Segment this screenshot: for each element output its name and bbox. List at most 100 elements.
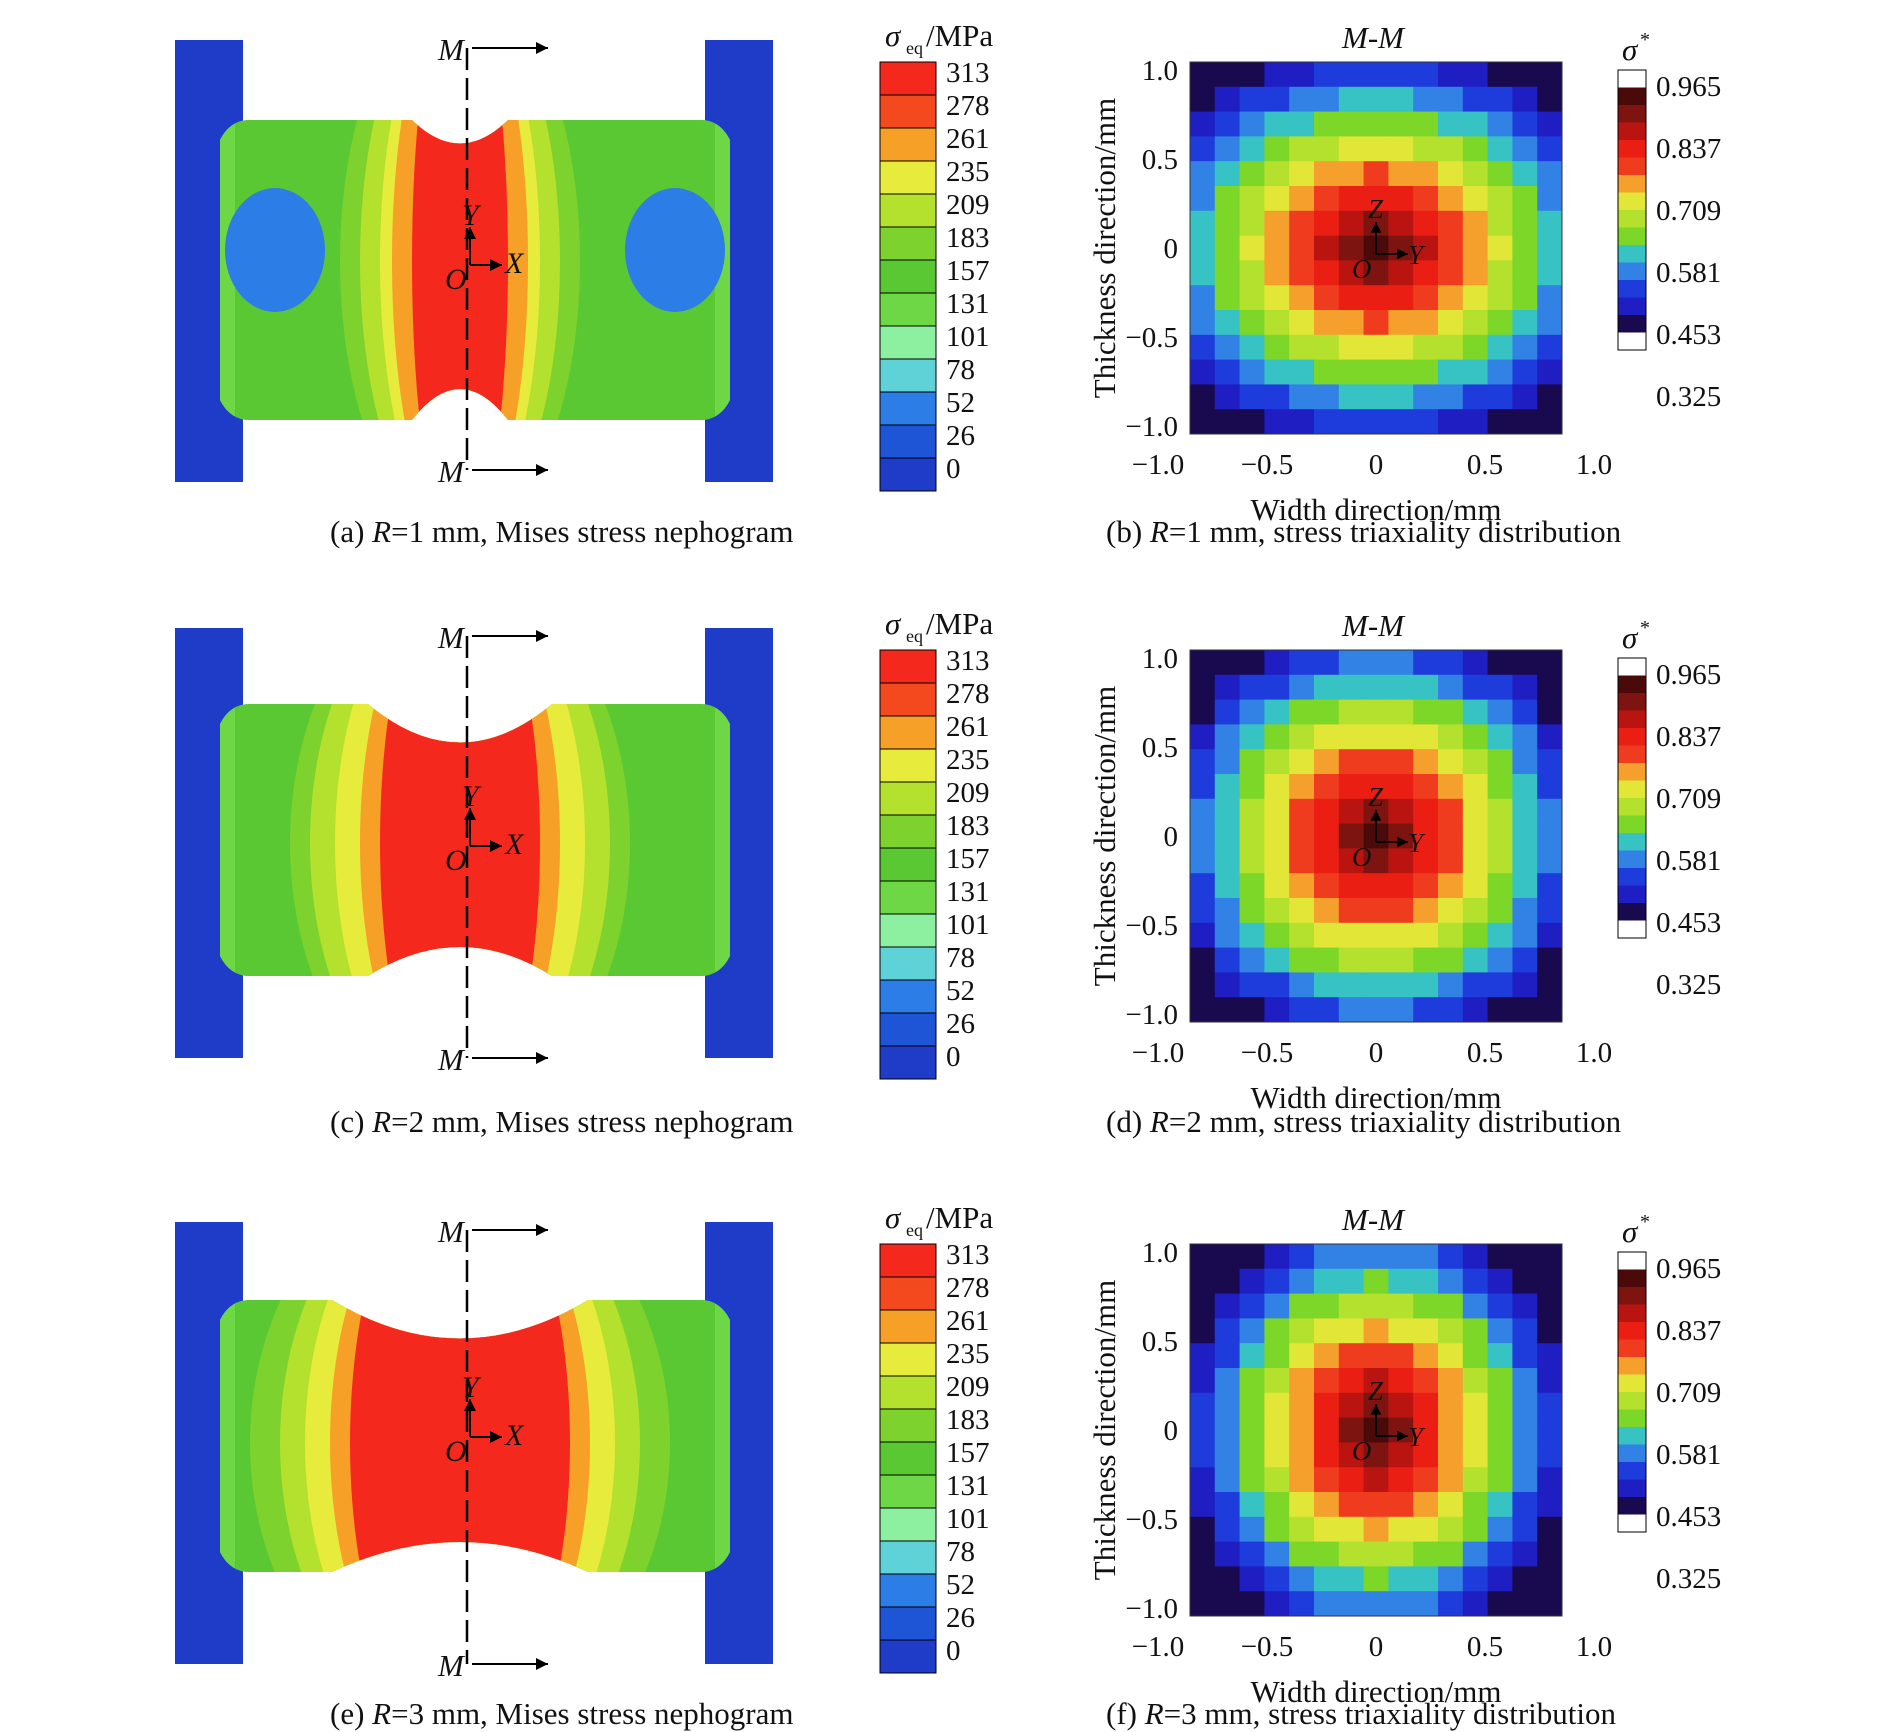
heatmap-cell bbox=[1363, 384, 1389, 410]
stress-legend-swatch bbox=[879, 61, 937, 96]
heatmap-cell bbox=[1190, 235, 1216, 261]
heatmap-cell bbox=[1462, 972, 1489, 998]
heatmap-cell bbox=[1388, 111, 1414, 137]
triax-legend-swatch bbox=[1618, 70, 1646, 88]
stress-legend-swatch bbox=[879, 946, 937, 981]
y-tick-label: 0.5 bbox=[1142, 732, 1178, 764]
z-axis-label: Z bbox=[1368, 194, 1384, 224]
heatmap-cell bbox=[1388, 1591, 1414, 1617]
heatmap-cell bbox=[1413, 1268, 1439, 1295]
heatmap-cell bbox=[1537, 1244, 1563, 1270]
heatmap-cell bbox=[1512, 136, 1538, 162]
heatmap-cell bbox=[1487, 1541, 1513, 1567]
heatmap-cell bbox=[1462, 285, 1489, 311]
heatmap-cell bbox=[1214, 111, 1241, 137]
heatmap-cell bbox=[1462, 359, 1489, 385]
heatmap-cell bbox=[1438, 235, 1464, 261]
heatmap-cell bbox=[1388, 1392, 1414, 1419]
heatmap-cell bbox=[1537, 922, 1563, 949]
triax-legend-swatch bbox=[1618, 780, 1646, 798]
heatmap-cell bbox=[1314, 310, 1340, 336]
heatmap-cell bbox=[1388, 1541, 1414, 1567]
heatmap-cell bbox=[1264, 409, 1290, 435]
heatmap-cell bbox=[1239, 898, 1265, 924]
heatmap-cell bbox=[1462, 947, 1489, 973]
heatmap-cell bbox=[1413, 136, 1439, 162]
stress-legend-value: 157 bbox=[946, 843, 990, 875]
heatmap-cell bbox=[1363, 1268, 1389, 1295]
heatmap-cell bbox=[1264, 724, 1290, 750]
x-tick-label: 1.0 bbox=[1576, 1037, 1612, 1069]
x-axis-title: Width direction/mm bbox=[1250, 1080, 1501, 1115]
y-tick-label: 0.5 bbox=[1142, 1326, 1178, 1358]
heatmap-cell bbox=[1289, 161, 1315, 187]
stress-legend-value: 278 bbox=[946, 678, 990, 710]
heatmap-cell bbox=[1438, 384, 1464, 410]
heatmap-cell bbox=[1363, 1343, 1389, 1369]
heatmap-cell bbox=[1388, 1244, 1414, 1270]
heatmap-cell bbox=[1239, 1442, 1265, 1468]
heatmap-cell bbox=[1487, 1566, 1513, 1592]
heatmap-cell bbox=[1537, 359, 1563, 385]
stress-legend-swatch bbox=[879, 1375, 937, 1410]
heatmap-cell bbox=[1438, 873, 1464, 899]
heatmap-cell bbox=[1289, 62, 1315, 88]
heatmap-cell bbox=[1537, 798, 1563, 825]
heatmap-cell bbox=[1190, 724, 1216, 750]
heatmap-cell bbox=[1264, 674, 1290, 701]
heatmap-cell bbox=[1264, 848, 1290, 874]
heatmap-cell bbox=[1190, 384, 1216, 410]
heatmap-cell bbox=[1537, 1293, 1563, 1319]
triax-legend-0: σ * 0.965 0.837 0.709 0.581 0.453 0.325 bbox=[1617, 29, 1721, 413]
heatmap-cell bbox=[1537, 86, 1563, 113]
heatmap-cell bbox=[1537, 1442, 1563, 1468]
heatmap-cell bbox=[1413, 210, 1439, 237]
heatmap-cell bbox=[1239, 749, 1265, 775]
heatmap-cell bbox=[1537, 674, 1563, 701]
heatmap-cell bbox=[1537, 161, 1563, 187]
triax-legend-symbol: σ bbox=[1622, 620, 1639, 655]
y-tick-label: 1.0 bbox=[1142, 1237, 1178, 1269]
heatmap-cell bbox=[1289, 1392, 1315, 1419]
heatmap-cell bbox=[1388, 136, 1414, 162]
heatmap-cell bbox=[1338, 1541, 1365, 1567]
heatmap-cell bbox=[1462, 384, 1489, 410]
heatmap-cell bbox=[1190, 1293, 1216, 1319]
triax-legend-swatch bbox=[1618, 710, 1646, 728]
stress-legend-value: 313 bbox=[946, 1239, 990, 1271]
heatmap-cell bbox=[1413, 260, 1439, 286]
heatmap-cell bbox=[1438, 1467, 1464, 1493]
y-tick-label: 1.0 bbox=[1142, 643, 1178, 675]
heatmap-cell bbox=[1388, 873, 1414, 899]
heatmap-cell bbox=[1338, 210, 1365, 237]
heatmap-cell bbox=[1363, 409, 1389, 435]
stress-legend-value: 157 bbox=[946, 255, 990, 287]
triax-legend-swatch bbox=[1618, 920, 1646, 938]
heatmap-cell bbox=[1512, 650, 1538, 676]
heatmap-cell bbox=[1214, 1343, 1241, 1369]
heatmap-cell bbox=[1487, 260, 1513, 286]
heatmap-cell bbox=[1438, 62, 1464, 88]
stress-legend-value: 235 bbox=[946, 744, 990, 776]
heatmap-cell bbox=[1214, 699, 1241, 725]
heatmap-cell bbox=[1413, 111, 1439, 137]
heatmap-cell bbox=[1363, 774, 1389, 800]
triax-legend-swatch bbox=[1618, 1479, 1646, 1497]
heatmap-cell bbox=[1264, 749, 1290, 775]
heatmap-cell bbox=[1190, 1244, 1216, 1270]
heatmap-cell bbox=[1438, 359, 1464, 385]
heatmap-cell bbox=[1264, 1442, 1290, 1468]
heatmap-cell bbox=[1190, 1268, 1216, 1295]
heatmap-cell bbox=[1388, 359, 1414, 385]
heatmap-cell bbox=[1438, 1244, 1464, 1270]
heatmap-cell bbox=[1338, 310, 1365, 336]
triax-legend-superscript: * bbox=[1640, 617, 1650, 639]
heatmap-cell bbox=[1487, 1268, 1513, 1295]
heatmap-cell bbox=[1462, 774, 1489, 800]
heatmap-cell bbox=[1462, 260, 1489, 286]
heatmap-cell bbox=[1239, 798, 1265, 825]
heatmap-cell bbox=[1363, 1293, 1389, 1319]
heatmap-cell bbox=[1314, 1516, 1340, 1543]
x-tick-label: 1.0 bbox=[1576, 449, 1612, 481]
stress-legend-swatch bbox=[879, 1276, 937, 1311]
